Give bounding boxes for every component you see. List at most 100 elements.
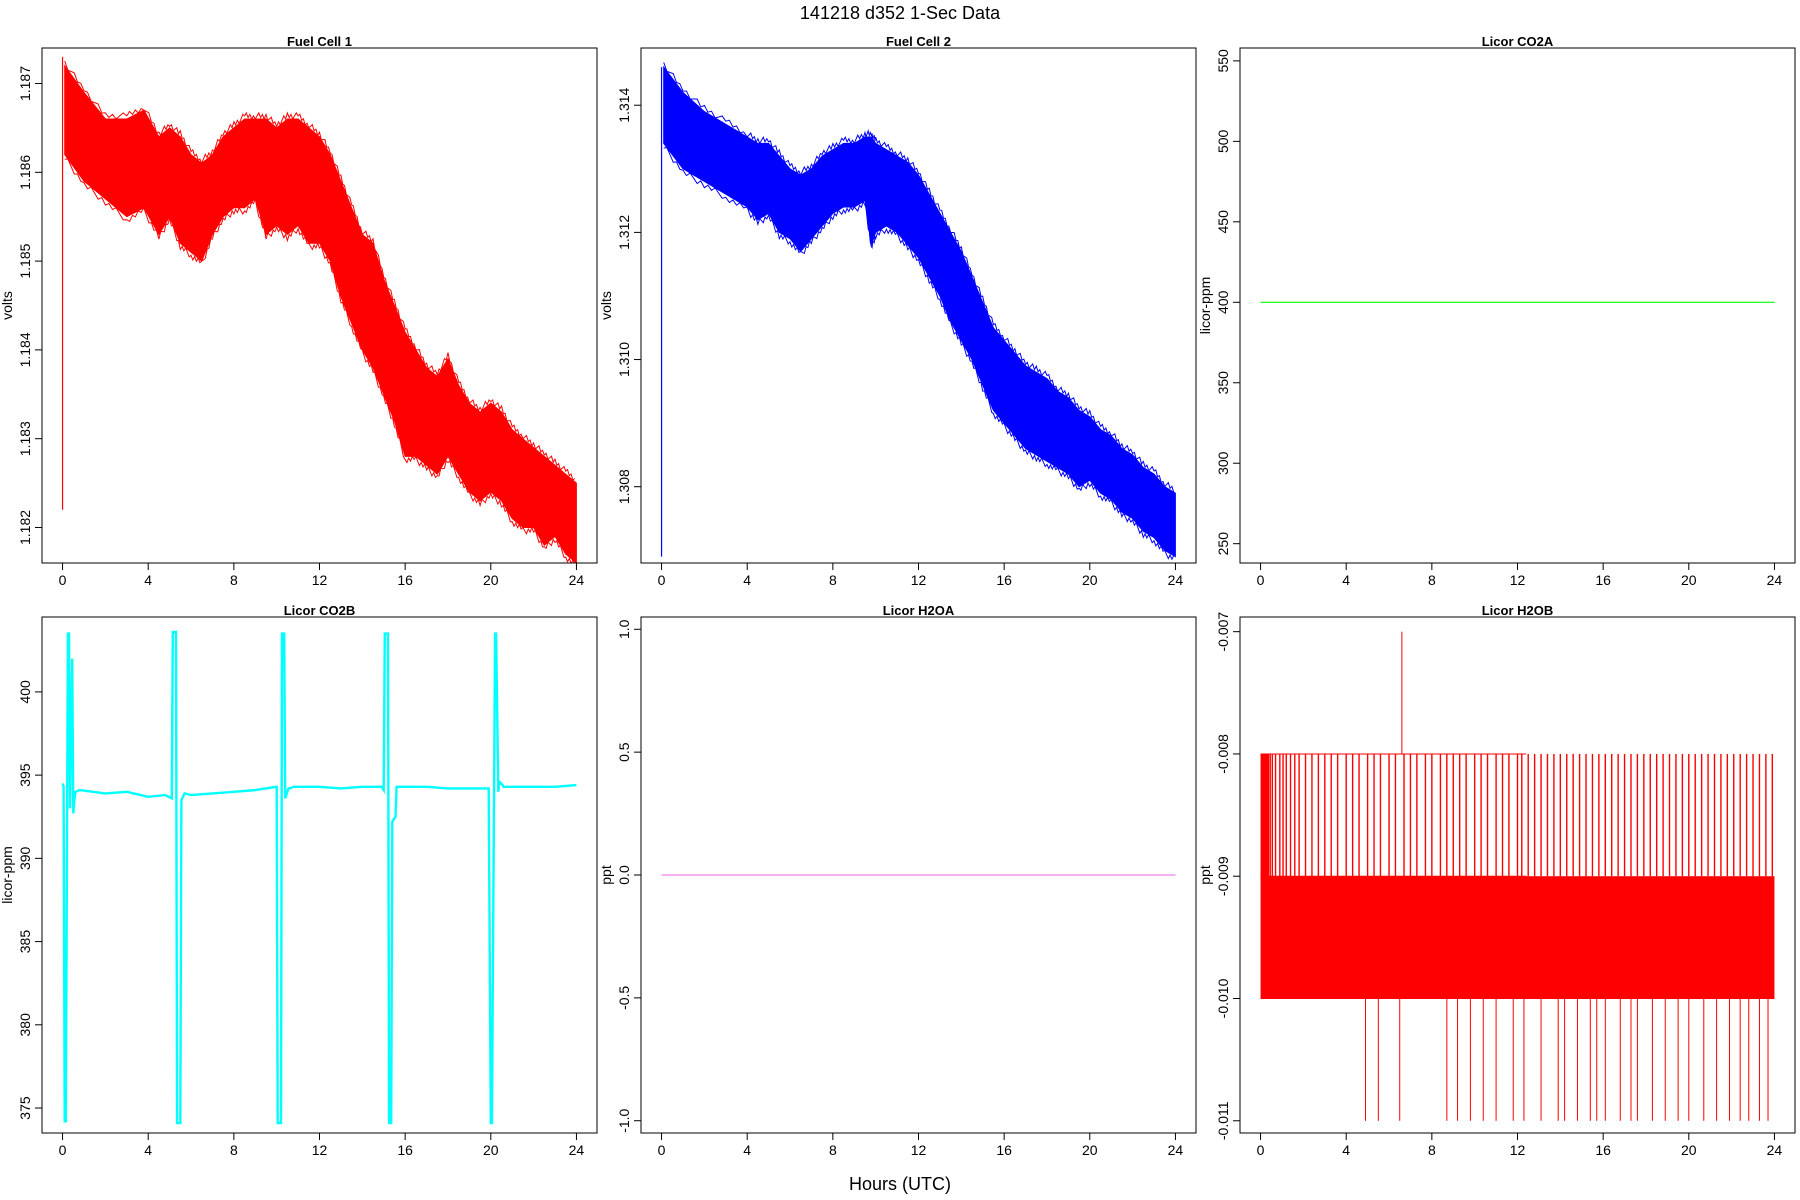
- plot-frame: [1239, 47, 1796, 564]
- y-tick-label: 385: [17, 930, 33, 954]
- x-tick-label: 0: [59, 1142, 67, 1158]
- x-tick-label: 24: [1767, 1142, 1783, 1158]
- y-tick-label: -0.009: [1215, 856, 1231, 896]
- chart-panel-2: Fuel Cell 2 volts 0 4 8 12 16 20 24 1.308 1.310 1.3…: [598, 34, 1197, 588]
- x-tick-label: 16: [996, 1142, 1012, 1158]
- y-axis-label: ppt: [1197, 865, 1213, 885]
- x-tick-label: 12: [1510, 572, 1526, 588]
- x-tick-label: 20: [1082, 572, 1098, 588]
- x-tick-label: 16: [996, 572, 1012, 588]
- x-tick-label: 4: [743, 572, 751, 588]
- y-tick-label: 350: [1215, 371, 1231, 395]
- x-tick-label: 8: [230, 1142, 238, 1158]
- series-band: [1260, 876, 1775, 999]
- y-tick-label: 450: [1215, 210, 1231, 234]
- x-tick-label: 0: [59, 572, 67, 588]
- y-tick-label: -0.011: [1215, 1101, 1231, 1140]
- y-tick-label: 395: [17, 763, 33, 787]
- y-tick-label: 1.185: [17, 243, 33, 278]
- x-tick-label: 8: [829, 572, 837, 588]
- x-tick-label: 16: [1595, 572, 1611, 588]
- x-tick-label: 24: [1168, 1142, 1184, 1158]
- y-tick-label: 0.5: [616, 742, 632, 762]
- y-tick-label: 0.0: [616, 865, 632, 885]
- series-band: [663, 65, 1176, 558]
- series-lower-edge: [64, 158, 575, 563]
- x-tick-label: 0: [658, 1142, 666, 1158]
- y-tick-label: 550: [1215, 49, 1231, 73]
- series-band: [1260, 753, 1270, 877]
- x-tick-label: 24: [1767, 572, 1783, 588]
- y-tick-label: 380: [17, 1013, 33, 1037]
- y-tick-label: 300: [1215, 451, 1231, 475]
- x-tick-label: 16: [397, 1142, 413, 1158]
- series-lower-edge: [663, 147, 1175, 561]
- figure-title: 141218 d352 1-Sec Data: [800, 3, 1001, 23]
- x-tick-label: 20: [483, 572, 499, 588]
- x-tick-label: 8: [829, 1142, 837, 1158]
- y-tick-label: 400: [1215, 290, 1231, 314]
- y-tick-label: -0.5: [616, 986, 632, 1010]
- x-tick-label: 12: [312, 572, 328, 588]
- data-layer: [1260, 631, 1775, 1121]
- x-tick-label: 4: [743, 1142, 751, 1158]
- x-tick-label: 20: [1681, 1142, 1697, 1158]
- x-tick-label: 8: [230, 572, 238, 588]
- y-tick-label: 1.187: [17, 66, 33, 101]
- x-tick-label: 12: [911, 572, 927, 588]
- plot-frame: [41, 616, 598, 1134]
- data-layer: [61, 630, 577, 1125]
- x-tick-label: 24: [1168, 572, 1184, 588]
- chart-panel-5: Licor H2OA ppt 0 4 8 12 16 20 24 -1.0 -0.5 0.0 0.5 1.…: [598, 603, 1197, 1158]
- series-upper-edge: [663, 62, 1175, 493]
- y-tick-label: 250: [1215, 532, 1231, 556]
- chart-panel-3: Licor CO2A licor-ppm 0 4 8 12 16 20 24 250 300 350 4…: [1197, 34, 1796, 588]
- y-tick-label: 1.308: [616, 469, 632, 504]
- y-tick-label: -1.0: [616, 1108, 632, 1132]
- x-tick-label: 24: [569, 572, 585, 588]
- y-tick-label: 390: [17, 846, 33, 870]
- data-layer: [660, 62, 1176, 561]
- series-line: [61, 630, 577, 1125]
- x-tick-label: 4: [144, 572, 152, 588]
- y-tick-label: 1.184: [17, 332, 33, 367]
- y-tick-label: 375: [17, 1096, 33, 1120]
- y-tick-label: 1.312: [616, 215, 632, 250]
- x-tick-label: 12: [1510, 1142, 1526, 1158]
- x-tick-label: 8: [1428, 572, 1436, 588]
- x-tick-label: 0: [1257, 572, 1265, 588]
- x-axis-label: Hours (UTC): [849, 1174, 951, 1194]
- panel-title: Licor CO2B: [284, 603, 356, 618]
- y-tick-label: 400: [17, 680, 33, 704]
- y-tick-label: 1.183: [17, 421, 33, 456]
- x-tick-label: 4: [1342, 572, 1350, 588]
- y-tick-label: -0.007: [1215, 612, 1231, 652]
- data-layer: [61, 56, 577, 563]
- x-tick-label: 12: [312, 1142, 328, 1158]
- x-tick-label: 24: [569, 1142, 585, 1158]
- x-tick-label: 20: [483, 1142, 499, 1158]
- y-axis-label: licor-ppm: [1197, 277, 1213, 335]
- x-tick-label: 4: [144, 1142, 152, 1158]
- x-tick-label: 4: [1342, 1142, 1350, 1158]
- chart-panel-4: Licor CO2B licor-ppm 0 4 8 12 16 20 24 375 380 385 3…: [0, 603, 598, 1158]
- x-tick-label: 20: [1082, 1142, 1098, 1158]
- series-upper-edge: [64, 60, 576, 481]
- panel-title: Fuel Cell 1: [287, 34, 352, 49]
- y-tick-label: 500: [1215, 129, 1231, 153]
- x-tick-label: 0: [658, 572, 666, 588]
- panel-title: Licor CO2A: [1482, 34, 1554, 49]
- x-tick-label: 12: [911, 1142, 927, 1158]
- panel-title: Licor H2OB: [1482, 603, 1554, 618]
- x-tick-label: 8: [1428, 1142, 1436, 1158]
- panel-title: Fuel Cell 2: [886, 34, 951, 49]
- series-band: [64, 64, 577, 563]
- y-tick-label: -0.008: [1215, 734, 1231, 774]
- x-tick-label: 16: [1595, 1142, 1611, 1158]
- y-axis-label: licor-ppm: [0, 846, 15, 904]
- y-axis-label: volts: [0, 291, 15, 320]
- chart-panel-6: Licor H2OB ppt 0 4 8 12 16 20 24 -0.011 -0.010 -0.0…: [1197, 603, 1796, 1158]
- y-tick-label: -0.010: [1215, 978, 1231, 1018]
- y-tick-label: 1.314: [616, 87, 632, 122]
